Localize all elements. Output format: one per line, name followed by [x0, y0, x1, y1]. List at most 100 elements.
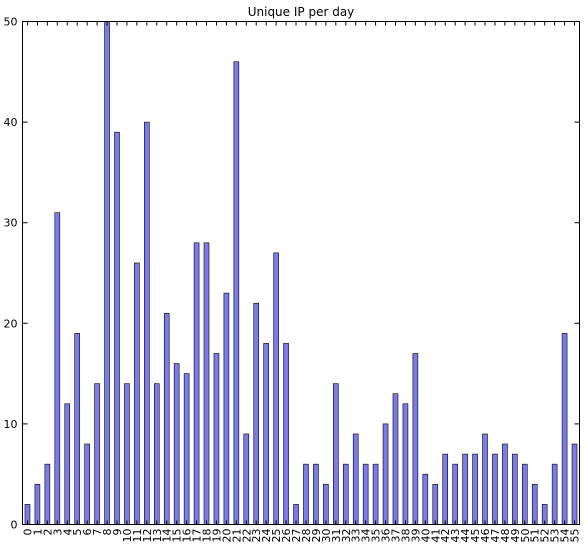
- bar-11: [134, 262, 140, 525]
- bar-38: [402, 403, 409, 525]
- x-tick-label-23: 23: [250, 529, 263, 543]
- x-tick-label-49: 49: [509, 529, 522, 543]
- x-tick-label-12: 12: [141, 529, 154, 543]
- bar-3: [54, 212, 61, 525]
- x-tick-label-45: 45: [469, 529, 482, 543]
- bar-48: [502, 443, 508, 525]
- plot-frame: [22, 21, 580, 525]
- bar-15: [173, 363, 180, 525]
- x-tick-label-4: 4: [61, 529, 74, 536]
- bar-33: [352, 433, 359, 525]
- x-tick-label-43: 43: [449, 529, 462, 543]
- x-tick-label-53: 53: [549, 529, 562, 543]
- x-tick-label-36: 36: [380, 529, 393, 543]
- bar-14: [163, 312, 170, 525]
- x-tick-label-5: 5: [71, 529, 84, 536]
- x-tick-label-18: 18: [201, 529, 214, 543]
- x-tick-label-16: 16: [181, 529, 194, 543]
- bar-16: [183, 373, 190, 525]
- x-tick-label-42: 42: [439, 529, 452, 543]
- bar-54: [561, 333, 568, 525]
- x-tick-label-24: 24: [260, 529, 273, 543]
- bar-31: [333, 383, 339, 525]
- y-tick-label: 50: [4, 16, 18, 29]
- bar-29: [313, 463, 319, 525]
- bar-36: [382, 423, 389, 525]
- bar-28: [303, 463, 309, 525]
- x-tick-label-44: 44: [459, 529, 472, 543]
- x-tick-label-52: 52: [539, 529, 552, 543]
- x-tick-label-30: 30: [320, 529, 333, 543]
- bar-51: [531, 483, 538, 525]
- x-tick-label-34: 34: [360, 529, 373, 543]
- bar-26: [283, 343, 289, 525]
- bars-group: [24, 21, 578, 525]
- bar-24: [263, 343, 269, 525]
- x-tick-label-7: 7: [91, 529, 104, 536]
- y-tick-label: 20: [4, 317, 18, 330]
- x-tick-label-15: 15: [171, 529, 184, 543]
- bar-55: [571, 443, 578, 525]
- bar-44: [462, 453, 468, 525]
- bar-10: [124, 383, 130, 525]
- bar-45: [472, 453, 478, 525]
- bar-2: [44, 463, 51, 525]
- bar-8: [104, 21, 110, 525]
- bar-46: [482, 433, 488, 525]
- bar-34: [362, 463, 369, 525]
- bar-19: [213, 353, 220, 525]
- x-tick-label-27: 27: [290, 529, 303, 543]
- bar-42: [442, 453, 449, 525]
- bar-37: [392, 393, 399, 525]
- x-tick-label-3: 3: [51, 529, 64, 536]
- bar-1: [34, 483, 41, 525]
- x-tick-label-28: 28: [300, 529, 313, 543]
- y-tick-label: 10: [4, 418, 18, 431]
- x-axis: 0123456789101112131415161718192021222324…: [21, 21, 582, 543]
- x-tick-label-11: 11: [131, 529, 144, 543]
- x-tick-label-2: 2: [41, 529, 54, 536]
- x-tick-label-6: 6: [81, 529, 94, 536]
- x-tick-label-51: 51: [529, 529, 542, 543]
- x-tick-label-29: 29: [310, 529, 323, 543]
- x-tick-label-0: 0: [21, 529, 34, 536]
- x-tick-label-13: 13: [151, 529, 164, 543]
- x-tick-label-41: 41: [429, 529, 442, 543]
- x-tick-label-32: 32: [340, 529, 353, 543]
- bar-4: [64, 403, 71, 525]
- bar-20: [223, 292, 230, 525]
- bar-35: [372, 463, 379, 525]
- bar-23: [253, 302, 260, 525]
- bar-13: [153, 383, 160, 525]
- x-tick-label-25: 25: [270, 529, 283, 543]
- x-tick-label-22: 22: [240, 529, 253, 543]
- bar-49: [512, 453, 518, 525]
- bar-5: [74, 333, 80, 525]
- bar-40: [422, 473, 429, 525]
- x-tick-label-10: 10: [121, 529, 134, 543]
- x-tick-label-8: 8: [101, 529, 114, 536]
- bar-12: [144, 121, 150, 525]
- bar-32: [342, 463, 349, 525]
- x-tick-label-47: 47: [489, 529, 502, 543]
- bar-9: [114, 131, 120, 525]
- bar-25: [273, 252, 279, 525]
- bar-22: [243, 433, 250, 525]
- chart-title: Unique IP per day: [248, 5, 355, 19]
- x-tick-label-37: 37: [389, 529, 402, 543]
- x-tick-label-19: 19: [210, 529, 223, 543]
- x-tick-label-35: 35: [370, 529, 383, 543]
- bar-53: [551, 463, 558, 525]
- bar-39: [412, 353, 419, 525]
- x-tick-label-40: 40: [419, 529, 432, 543]
- x-tick-label-21: 21: [230, 529, 243, 543]
- y-tick-label: 0: [11, 519, 18, 532]
- y-tick-label: 30: [4, 217, 18, 230]
- x-tick-label-26: 26: [280, 529, 293, 543]
- bar-17: [193, 242, 200, 525]
- x-tick-label-17: 17: [191, 529, 204, 543]
- x-tick-label-39: 39: [409, 529, 422, 543]
- x-tick-label-9: 9: [111, 529, 124, 536]
- x-tick-label-50: 50: [519, 529, 532, 543]
